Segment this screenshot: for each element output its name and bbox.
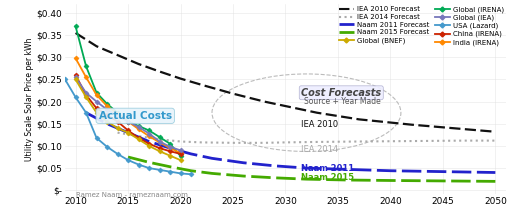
- Text: Naam 2011: Naam 2011: [301, 163, 354, 172]
- Text: Actual Costs: Actual Costs: [99, 111, 172, 121]
- Text: Source + Year Made: Source + Year Made: [304, 97, 381, 106]
- Y-axis label: Utility Scale Solar Price per kWh: Utility Scale Solar Price per kWh: [25, 37, 34, 161]
- Text: IEA 2014: IEA 2014: [301, 144, 338, 153]
- Text: IEA 2010: IEA 2010: [301, 120, 338, 129]
- Text: Cost Forecasts: Cost Forecasts: [301, 88, 381, 98]
- Text: Ramez Naam - rameznaam.com: Ramez Naam - rameznaam.com: [76, 192, 187, 198]
- Text: Naam 2015: Naam 2015: [301, 173, 354, 182]
- Legend: IEA 2010 Forecast, IEA 2014 Forecast, Naam 2011 Forecast, Naam 2015 Forecast, Gl: IEA 2010 Forecast, IEA 2014 Forecast, Na…: [337, 5, 505, 47]
